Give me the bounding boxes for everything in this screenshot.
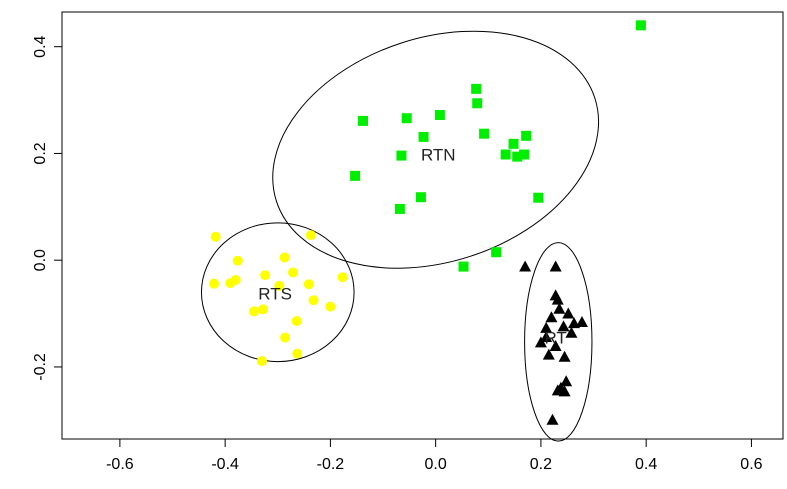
y-tick-label: 0.4 <box>32 35 49 57</box>
x-tick-label: -0.4 <box>211 456 239 473</box>
point-rtn <box>521 130 532 141</box>
plot-frame <box>61 11 784 440</box>
point-rt <box>549 260 562 272</box>
point-rt <box>560 375 573 387</box>
ellipse-label-rt: RT <box>544 329 566 348</box>
point-rts <box>209 278 220 289</box>
point-rt <box>557 320 570 332</box>
ellipse-rt <box>524 242 593 442</box>
point-rts <box>308 295 319 306</box>
x-tick-label: -0.6 <box>106 456 134 473</box>
point-rt <box>551 293 564 305</box>
point-rtn <box>472 98 483 109</box>
point-rts <box>337 272 348 283</box>
point-rt <box>568 317 581 329</box>
point-rtn <box>512 151 523 162</box>
point-rtn <box>434 110 445 121</box>
point-rts <box>249 306 260 317</box>
point-rt <box>542 348 555 360</box>
point-rtn <box>401 113 412 124</box>
point-rt <box>546 413 559 425</box>
y-axis: -0.2 0.0 0.2 0.4 <box>32 35 62 381</box>
point-rtn <box>415 192 426 203</box>
point-rts <box>256 356 267 367</box>
x-axis: -0.6 -0.4 -0.2 0.0 0.2 0.4 0.6 <box>106 439 763 473</box>
point-rtn <box>471 83 482 94</box>
ellipses-layer <box>200 30 600 442</box>
point-rtn <box>508 138 519 149</box>
point-rt <box>553 302 566 314</box>
point-rts <box>325 301 336 312</box>
point-rts <box>258 304 269 315</box>
point-rts <box>303 279 314 290</box>
point-rtn <box>394 203 405 214</box>
point-rt <box>549 340 562 352</box>
point-rts <box>291 316 302 327</box>
x-tick-label: 0.0 <box>425 456 447 473</box>
point-rts <box>210 231 221 242</box>
x-tick-label: -0.2 <box>317 456 345 473</box>
ellipse-rtn <box>272 30 600 269</box>
x-tick-label: 0.6 <box>740 456 762 473</box>
point-rtn <box>396 150 407 161</box>
point-rts <box>279 252 290 263</box>
point-rt <box>540 330 553 342</box>
point-rtn <box>500 149 511 160</box>
ellipse-label-rts: RTS <box>258 284 292 303</box>
point-rtn <box>418 131 429 142</box>
point-rtn <box>479 128 490 139</box>
point-rt <box>562 307 575 319</box>
x-tick-label: 0.4 <box>635 456 657 473</box>
y-tick-label: 0.0 <box>32 249 49 271</box>
x-tick-label: 0.2 <box>530 456 552 473</box>
y-tick-label: 0.2 <box>32 142 49 164</box>
point-rt <box>545 311 558 323</box>
point-rt <box>565 326 578 338</box>
point-rt <box>558 385 571 397</box>
ellipse-label-rtn: RTN <box>421 146 456 165</box>
y-tick-label: -0.2 <box>32 353 49 381</box>
point-rts <box>260 270 271 281</box>
point-rtn <box>519 149 530 160</box>
ellipse-labels-layer: RTN RTS RT <box>258 146 567 348</box>
point-rtn <box>635 20 646 31</box>
point-rtn <box>458 261 469 272</box>
point-rt <box>519 260 532 272</box>
point-rt <box>534 336 547 348</box>
point-rt <box>540 321 553 333</box>
point-rtn <box>350 170 361 181</box>
point-rt <box>575 316 588 328</box>
point-rts <box>225 278 236 289</box>
point-rts <box>292 348 303 359</box>
point-rts <box>274 280 285 291</box>
point-rt <box>558 350 571 362</box>
point-rts <box>280 332 291 343</box>
point-rts <box>288 267 299 278</box>
point-rtn <box>358 115 369 126</box>
points-layer <box>209 20 646 425</box>
point-rtn <box>533 192 544 203</box>
point-rts <box>232 255 243 266</box>
point-rts <box>305 230 316 241</box>
point-rtn <box>491 247 502 258</box>
ellipse-rts <box>200 222 355 363</box>
